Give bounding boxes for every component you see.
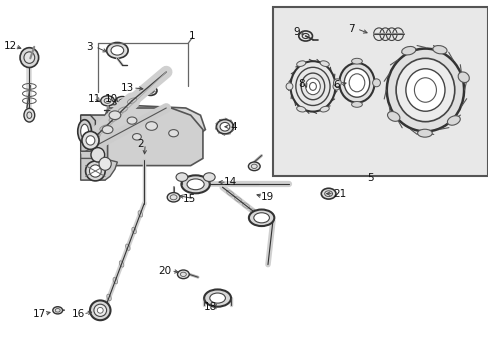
Ellipse shape — [285, 83, 292, 90]
Polygon shape — [81, 158, 117, 180]
Polygon shape — [81, 104, 205, 151]
Polygon shape — [81, 115, 95, 151]
Ellipse shape — [20, 48, 39, 68]
Ellipse shape — [85, 161, 105, 181]
Ellipse shape — [457, 72, 468, 82]
Text: 14: 14 — [224, 177, 237, 187]
Text: 7: 7 — [347, 24, 354, 34]
Text: 9: 9 — [292, 27, 299, 37]
Circle shape — [132, 134, 141, 140]
Ellipse shape — [89, 165, 101, 177]
Text: 8: 8 — [297, 78, 304, 89]
Circle shape — [203, 173, 215, 181]
Circle shape — [109, 111, 121, 120]
Text: 15: 15 — [182, 194, 196, 204]
Ellipse shape — [24, 108, 35, 122]
Circle shape — [127, 117, 137, 124]
Circle shape — [101, 96, 114, 106]
Ellipse shape — [94, 304, 106, 316]
Ellipse shape — [248, 210, 274, 226]
Text: 21: 21 — [332, 189, 346, 199]
Ellipse shape — [86, 136, 95, 145]
Ellipse shape — [301, 73, 324, 100]
Circle shape — [321, 188, 335, 199]
Text: 6: 6 — [332, 80, 339, 90]
Text: 4: 4 — [230, 122, 237, 132]
Text: 1: 1 — [188, 31, 195, 41]
Ellipse shape — [253, 213, 269, 223]
Ellipse shape — [81, 131, 99, 149]
Bar — [272, 7, 487, 176]
Ellipse shape — [186, 179, 204, 190]
Text: 17: 17 — [32, 309, 46, 319]
Text: 12: 12 — [4, 41, 18, 51]
Ellipse shape — [309, 82, 316, 90]
Ellipse shape — [332, 83, 339, 90]
Ellipse shape — [90, 300, 110, 320]
Text: 19: 19 — [260, 192, 273, 202]
Ellipse shape — [320, 106, 328, 112]
Ellipse shape — [320, 61, 328, 67]
Text: 2: 2 — [137, 139, 144, 149]
Ellipse shape — [216, 120, 233, 134]
Ellipse shape — [99, 157, 111, 170]
Ellipse shape — [386, 49, 463, 131]
Ellipse shape — [372, 79, 380, 87]
Ellipse shape — [348, 74, 364, 92]
Ellipse shape — [295, 67, 329, 105]
Circle shape — [168, 130, 178, 137]
Ellipse shape — [414, 78, 435, 102]
Text: 11: 11 — [87, 94, 101, 104]
Ellipse shape — [296, 106, 305, 112]
Ellipse shape — [395, 58, 454, 122]
Text: 3: 3 — [85, 42, 92, 52]
Ellipse shape — [351, 58, 362, 64]
Ellipse shape — [204, 289, 231, 307]
Ellipse shape — [296, 61, 305, 67]
Circle shape — [102, 126, 113, 134]
Circle shape — [145, 122, 157, 130]
Ellipse shape — [401, 46, 415, 55]
Ellipse shape — [78, 120, 91, 143]
Circle shape — [106, 42, 128, 58]
Circle shape — [115, 96, 129, 107]
Ellipse shape — [220, 122, 229, 131]
Ellipse shape — [447, 116, 459, 125]
Ellipse shape — [181, 175, 209, 193]
Ellipse shape — [432, 46, 446, 54]
Circle shape — [177, 270, 189, 279]
Ellipse shape — [339, 63, 374, 103]
Circle shape — [111, 46, 123, 55]
Bar — [272, 7, 487, 176]
Ellipse shape — [333, 79, 341, 87]
Text: 13: 13 — [120, 83, 134, 93]
Ellipse shape — [417, 129, 431, 137]
Ellipse shape — [91, 148, 104, 162]
Ellipse shape — [386, 112, 399, 121]
Ellipse shape — [24, 52, 35, 63]
Text: 10: 10 — [105, 94, 118, 104]
Ellipse shape — [209, 293, 225, 303]
Circle shape — [53, 307, 62, 314]
Circle shape — [176, 173, 187, 181]
Ellipse shape — [97, 307, 103, 313]
Ellipse shape — [351, 102, 362, 107]
Polygon shape — [107, 108, 203, 166]
Text: 20: 20 — [159, 266, 171, 276]
Ellipse shape — [81, 124, 88, 139]
Ellipse shape — [405, 69, 444, 111]
Text: 5: 5 — [366, 173, 373, 183]
Circle shape — [167, 193, 180, 202]
Text: 18: 18 — [203, 302, 217, 312]
Ellipse shape — [344, 68, 369, 97]
Ellipse shape — [305, 78, 320, 95]
Polygon shape — [81, 115, 110, 180]
Ellipse shape — [290, 61, 335, 112]
Circle shape — [144, 86, 157, 95]
Circle shape — [248, 162, 260, 171]
Text: 16: 16 — [71, 309, 85, 319]
